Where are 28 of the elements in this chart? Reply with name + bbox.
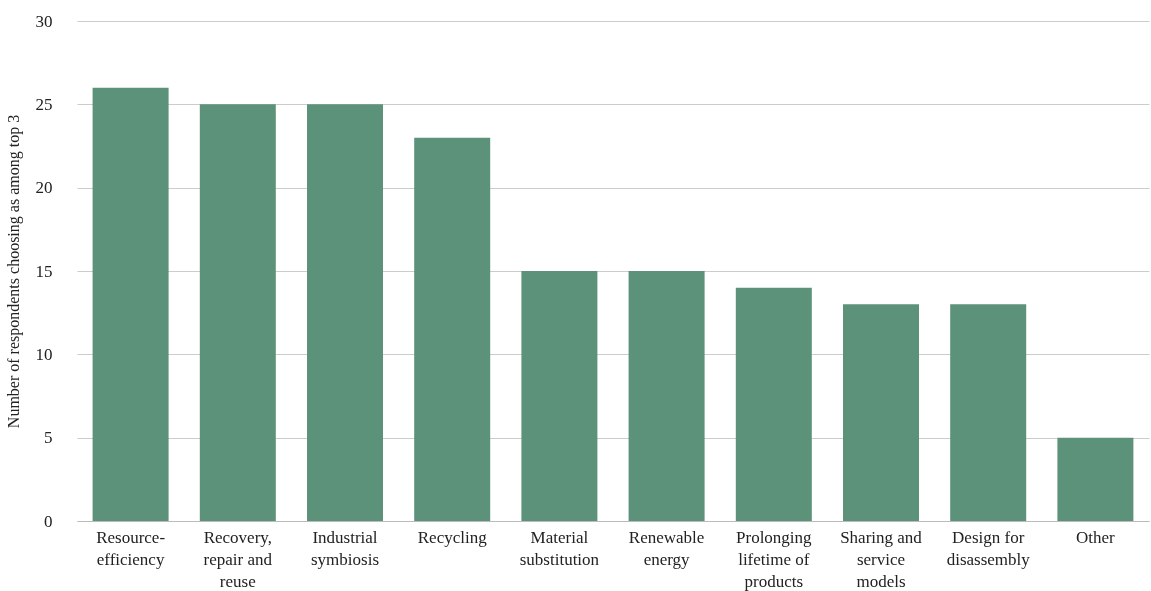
bar <box>950 304 1027 521</box>
x-tick-label: Sharing and service models <box>840 527 923 591</box>
bar <box>628 271 705 521</box>
x-tick-label: Design for disassembly <box>946 527 1031 569</box>
bar <box>735 287 812 521</box>
y-axis-title: Number of respondents choosing as among top 3 <box>4 114 23 429</box>
x-tick-label: Recovery, repair and reuse <box>203 527 273 591</box>
y-tick-label: 15 <box>35 261 53 281</box>
x-tick-label: Industrial symbiosis <box>310 527 380 569</box>
y-tick-label: 25 <box>35 94 53 114</box>
x-tick-label: Recycling <box>417 527 488 547</box>
bar <box>307 104 383 521</box>
x-tick-label: Other <box>1076 527 1116 547</box>
y-tick-label: 30 <box>35 11 53 31</box>
bar <box>521 271 598 521</box>
bar <box>1057 437 1134 521</box>
bar <box>843 304 919 521</box>
x-tick-label: Resource-efficiency <box>96 527 166 569</box>
y-tick-label: 5 <box>44 428 53 448</box>
y-tick-label: 20 <box>35 178 53 198</box>
y-tick-label: 0 <box>44 511 53 531</box>
bar <box>199 104 276 521</box>
x-tick-label: Renewable energy <box>628 527 705 569</box>
x-tick-label: Prolonging lifetime of products <box>736 527 813 591</box>
x-tick-label: Material substitution <box>519 527 600 569</box>
y-tick-label: 10 <box>35 344 53 364</box>
bar <box>414 137 491 521</box>
bar <box>92 87 169 521</box>
